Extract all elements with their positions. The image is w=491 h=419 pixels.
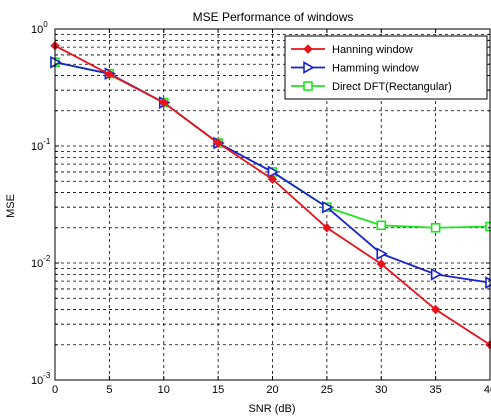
legend-item: Direct DFT(Rectangular)	[291, 81, 452, 93]
x-tick-label: 15	[212, 384, 224, 396]
data-point-triangle	[303, 61, 315, 74]
series-layer	[50, 40, 491, 350]
y-tick-label: 100	[31, 20, 48, 36]
x-tick-label: 40	[484, 384, 491, 396]
x-axis-label: SNR (dB)	[248, 403, 295, 415]
y-tick-label: 10-1	[31, 137, 51, 153]
legend: Hanning window Hamming window Direct DFT(R…	[284, 35, 488, 100]
x-tick-label: 5	[106, 384, 112, 396]
data-point-diamond	[213, 138, 223, 148]
data-point-diamond	[104, 69, 115, 80]
data-point-diamond	[376, 259, 386, 269]
axis-ticks: 0 5 10 15 20 25 30 35 40 100 10-1 10-2 10-3	[31, 20, 491, 396]
grid-lines	[55, 29, 490, 380]
data-point-diamond	[303, 44, 313, 54]
data-point-diamond	[322, 223, 332, 233]
x-tick-label: 30	[375, 384, 387, 396]
legend-label: Hamming window	[332, 63, 419, 75]
x-tick-label: 25	[321, 384, 333, 396]
data-point-triangle	[267, 165, 280, 179]
data-point-triangle	[430, 267, 443, 281]
y-axis-label: MSE	[5, 194, 17, 218]
legend-item: Hamming window	[291, 61, 419, 75]
y-tick-label: 10-2	[31, 254, 51, 270]
data-point-diamond	[267, 174, 278, 184]
data-point-square	[376, 220, 387, 231]
data-point-triangle	[376, 247, 388, 261]
data-point-triangle	[322, 200, 334, 214]
data-point-diamond	[430, 304, 441, 315]
series-0	[50, 40, 491, 350]
x-tick-label: 20	[266, 384, 278, 396]
legend-item: Hanning window	[291, 44, 413, 56]
x-tick-label: 10	[158, 384, 170, 396]
data-point-square	[430, 222, 441, 233]
x-tick-label: 35	[430, 384, 442, 396]
data-point-square	[303, 81, 313, 91]
chart-title: MSE Performance of windows	[193, 10, 354, 24]
data-point-diamond	[159, 97, 169, 108]
y-tick-label: 10-3	[31, 371, 51, 387]
x-tick-label: 0	[52, 384, 58, 396]
legend-label: Direct DFT(Rectangular)	[332, 81, 452, 93]
legend-label: Hanning window	[332, 44, 413, 56]
